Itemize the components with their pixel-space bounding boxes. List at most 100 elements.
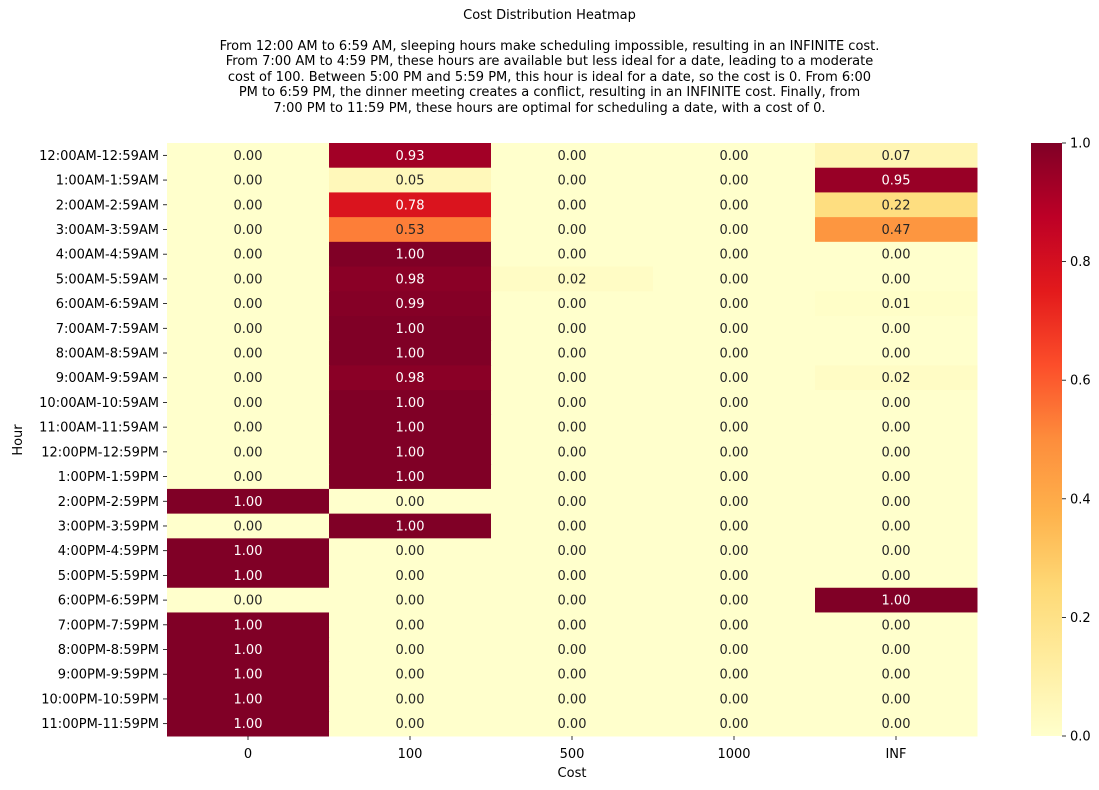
y-tick-label: 4:00PM-4:59PM xyxy=(58,544,159,559)
heatmap-cell-value: 1.00 xyxy=(234,544,263,559)
heatmap-cell-value: 0.00 xyxy=(882,272,911,287)
heatmap-cell-value: 0.00 xyxy=(720,594,749,609)
chart-title-block: Cost Distribution Heatmap From 12:00 AM … xyxy=(0,8,1099,116)
heatmap-cell xyxy=(491,686,654,712)
heatmap-cell-value: 0.00 xyxy=(396,643,425,658)
heatmap-cell xyxy=(491,488,654,515)
y-tick-label: 8:00PM-8:59PM xyxy=(58,643,159,658)
colorbar-tick-label: 0.6 xyxy=(1070,374,1091,389)
heatmap-cell xyxy=(491,365,654,391)
heatmap-cell-value: 0.00 xyxy=(396,495,425,510)
heatmap-cell-labels: 0.00 0.93 0.00 0.00 0.07 0.00 0.05 0.00 0.00 0.95… xyxy=(234,149,911,732)
heatmap-cell xyxy=(491,167,654,193)
heatmap-cell-value: 0.00 xyxy=(234,519,263,534)
heatmap-cell-value: 0.00 xyxy=(882,495,911,510)
heatmap-cell xyxy=(653,612,816,638)
heatmap-cell xyxy=(815,241,978,268)
heatmap-cell-value: 0.00 xyxy=(396,692,425,707)
heatmap-cell xyxy=(815,340,978,366)
heatmap-cell-value: 0.00 xyxy=(720,371,749,386)
heatmap-cell xyxy=(491,538,654,564)
heatmap-cell-value: 0.00 xyxy=(558,495,587,510)
heatmap-cell xyxy=(491,637,654,663)
heatmap-cell-value: 0.00 xyxy=(234,421,263,436)
heatmap-cell-value: 0.00 xyxy=(234,470,263,485)
heatmap-cell-value: 0.00 xyxy=(882,668,911,683)
heatmap-cell xyxy=(167,192,330,218)
heatmap-cell-value: 1.00 xyxy=(234,668,263,683)
heatmap-cell xyxy=(329,464,492,490)
heatmap-cell xyxy=(815,365,978,391)
heatmap-cell xyxy=(167,513,330,539)
heatmap-cell-value: 0.00 xyxy=(720,470,749,485)
heatmap-cell xyxy=(329,192,492,218)
x-tick-label: 100 xyxy=(398,747,423,762)
heatmap-cell-value: 0.00 xyxy=(720,569,749,584)
heatmap-cell-value: 0.00 xyxy=(558,322,587,337)
heatmap-cell xyxy=(167,414,330,440)
heatmap-cell xyxy=(815,637,978,663)
heatmap-cell xyxy=(815,513,978,539)
heatmap-cell xyxy=(167,488,330,515)
heatmap-cell-value: 0.00 xyxy=(720,643,749,658)
heatmap-cell xyxy=(491,143,654,169)
heatmap-cell-value: 0.00 xyxy=(558,668,587,683)
heatmap-cell xyxy=(329,167,492,193)
heatmap-cell-value: 0.00 xyxy=(558,297,587,312)
heatmap-cell xyxy=(167,143,330,169)
heatmap-cell-value: 0.00 xyxy=(234,223,263,238)
x-tick-label: INF xyxy=(885,747,906,762)
heatmap-cell-value: 0.00 xyxy=(720,544,749,559)
heatmap-cell xyxy=(653,563,816,589)
colorbar-tick-label: 0.0 xyxy=(1070,730,1091,745)
y-tick-label: 10:00PM-10:59PM xyxy=(41,692,159,707)
heatmap-cell xyxy=(653,143,816,169)
colorbar-tick-label: 0.2 xyxy=(1070,611,1091,626)
heatmap-cell xyxy=(815,563,978,589)
heatmap-cell xyxy=(329,143,492,169)
x-axis-label: Cost xyxy=(558,766,587,781)
heatmap-cell xyxy=(329,513,492,539)
heatmap-cell-value: 0.00 xyxy=(720,495,749,510)
heatmap-cell xyxy=(491,192,654,218)
heatmap-cell-value: 1.00 xyxy=(396,470,425,485)
heatmap-cell-value: 0.98 xyxy=(396,272,425,287)
y-axis-label: Hour xyxy=(11,424,26,456)
heatmap-cell-value: 0.00 xyxy=(720,717,749,732)
heatmap-cell-value: 0.00 xyxy=(396,618,425,633)
heatmap-cell xyxy=(653,538,816,564)
heatmap-cell-value: 0.00 xyxy=(882,692,911,707)
heatmap-cell-value: 0.00 xyxy=(720,692,749,707)
y-tick-label: 6:00AM-6:59AM xyxy=(56,297,159,312)
heatmap-cell xyxy=(491,439,654,465)
heatmap-cell-value: 0.00 xyxy=(234,174,263,189)
heatmap-cell xyxy=(815,711,978,737)
heatmap-cell-value: 0.00 xyxy=(558,569,587,584)
x-tick-label: 500 xyxy=(560,747,585,762)
y-tick-label: 3:00PM-3:59PM xyxy=(58,519,159,534)
heatmap-cell xyxy=(815,538,978,564)
heatmap-cell-value: 0.00 xyxy=(558,223,587,238)
heatmap-cell xyxy=(653,217,816,243)
heatmap-cell xyxy=(167,315,330,342)
heatmap-cell-value: 0.00 xyxy=(234,198,263,213)
heatmap-cell-value: 0.00 xyxy=(882,470,911,485)
y-tick-label: 7:00PM-7:59PM xyxy=(58,618,159,633)
heatmap-cell xyxy=(167,291,330,317)
heatmap-cell-value: 0.00 xyxy=(558,445,587,460)
colorbar-tick-label: 0.8 xyxy=(1070,255,1091,270)
heatmap-cell xyxy=(653,513,816,539)
heatmap-cell-value: 0.00 xyxy=(720,519,749,534)
heatmap-cell-value: 0.98 xyxy=(396,371,425,386)
heatmap-cell xyxy=(167,439,330,465)
heatmap-cell xyxy=(491,612,654,638)
heatmap-cell xyxy=(491,217,654,243)
heatmap-cell xyxy=(815,143,978,169)
heatmap-cell-value: 0.00 xyxy=(558,544,587,559)
y-tick-label: 10:00AM-10:59AM xyxy=(39,396,159,411)
heatmap-cell-value: 0.00 xyxy=(882,421,911,436)
heatmap-cell xyxy=(815,291,978,317)
heatmap-cell-value: 0.00 xyxy=(720,174,749,189)
heatmap-cell xyxy=(653,315,816,342)
heatmap-cell xyxy=(491,464,654,490)
